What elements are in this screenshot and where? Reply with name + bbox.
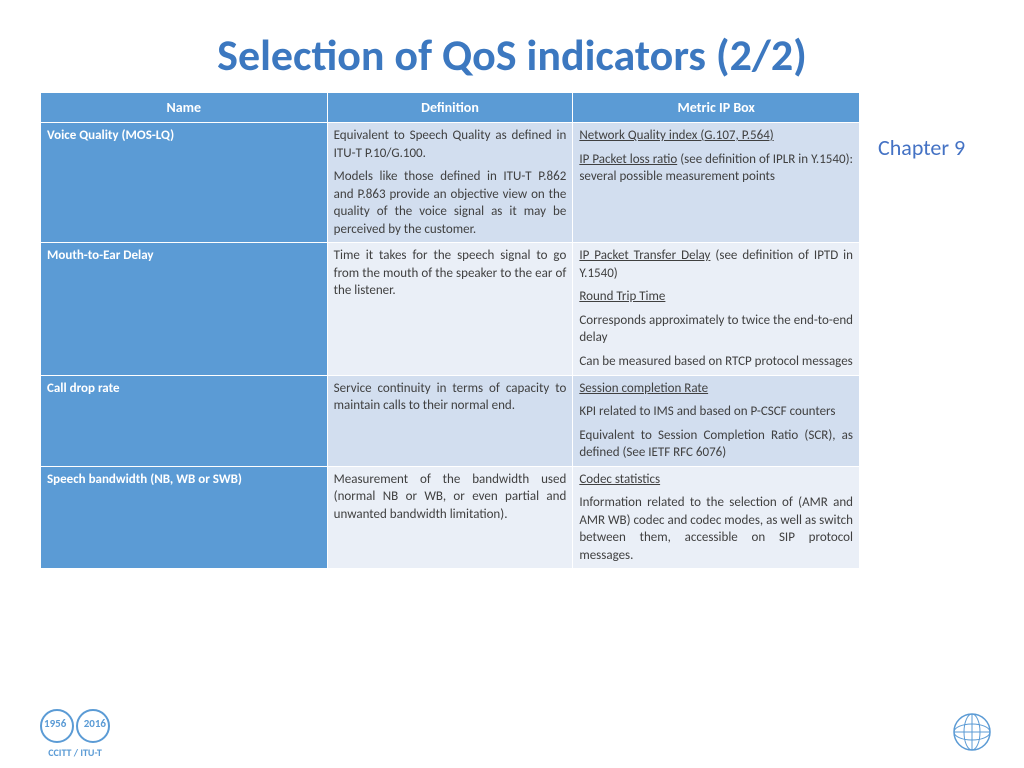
indicator-name: Call drop rate	[41, 375, 328, 466]
qos-table-wrap: NameDefinitionMetric IP Box Voice Qualit…	[40, 92, 860, 569]
indicator-definition: Time it takes for the speech signal to g…	[327, 243, 573, 375]
itu-logo-icon	[948, 708, 996, 756]
indicator-definition: Service continuity in terms of capacity …	[327, 375, 573, 466]
year-left: 1956	[44, 718, 66, 730]
table-row: Mouth-to-Ear DelayTime it takes for the …	[41, 243, 860, 375]
column-header: Metric IP Box	[573, 93, 860, 123]
indicator-metric: Session completion RateKPI related to IM…	[573, 375, 860, 466]
ccitt-itu-logo: 1956 2016 CCITT / ITU-T	[40, 709, 110, 758]
indicator-name: Voice Quality (MOS-LQ)	[41, 123, 328, 243]
qos-table: NameDefinitionMetric IP Box Voice Qualit…	[40, 92, 860, 569]
anniversary-rings-icon: 1956 2016	[40, 709, 110, 745]
table-row: Speech bandwidth (NB, WB or SWB)Measurem…	[41, 466, 860, 569]
logo-caption: CCITT / ITU-T	[40, 747, 110, 758]
indicator-name: Mouth-to-Ear Delay	[41, 243, 328, 375]
table-row: Call drop rateService continuity in term…	[41, 375, 860, 466]
column-header: Definition	[327, 93, 573, 123]
indicator-definition: Equivalent to Speech Quality as defined …	[327, 123, 573, 243]
indicator-metric: IP Packet Transfer Delay (see definition…	[573, 243, 860, 375]
indicator-name: Speech bandwidth (NB, WB or SWB)	[41, 466, 328, 569]
indicator-metric: Codec statisticsInformation related to t…	[573, 466, 860, 569]
content-row: NameDefinitionMetric IP Box Voice Qualit…	[0, 92, 1024, 569]
year-right: 2016	[84, 718, 106, 730]
page-title: Selection of QoS indicators (2/2)	[0, 0, 1024, 92]
indicator-definition: Measurement of the bandwidth used (norma…	[327, 466, 573, 569]
column-header: Name	[41, 93, 328, 123]
indicator-metric: Network Quality index (G.107, P.564)IP P…	[573, 123, 860, 243]
chapter-label: Chapter 9	[860, 92, 965, 569]
table-row: Voice Quality (MOS-LQ)Equivalent to Spee…	[41, 123, 860, 243]
